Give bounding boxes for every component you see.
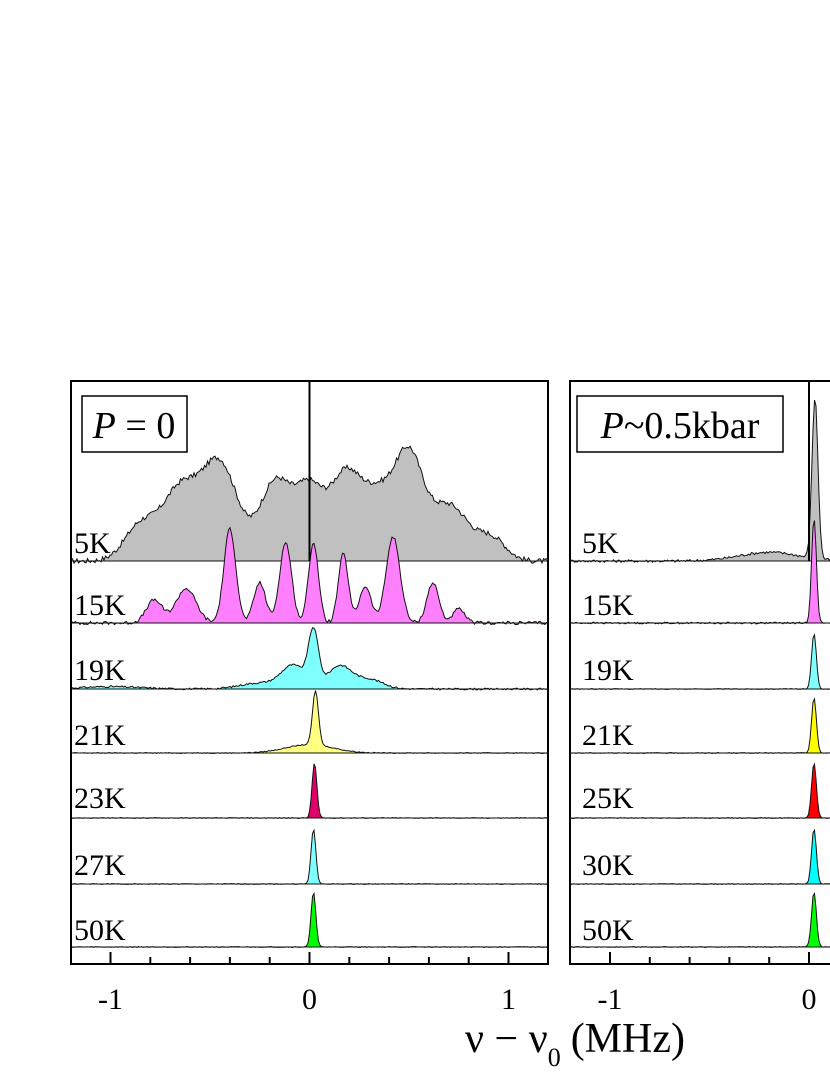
temperature-label: 19K [74,654,126,687]
spectrum-fill-15K [71,527,548,625]
panel-label-box-p0: P = 0 [81,395,188,453]
panel-label-p05kbar: P~0.5kbar [600,405,760,447]
temperature-label: 5K [582,527,619,560]
spectrum-fill-27K [71,830,548,885]
temperature-label: 15K [582,589,634,622]
x-tick-label: 0 [302,983,317,1016]
x-tick-label: 0 [802,983,817,1016]
temperature-label: 15K [74,589,126,622]
x-axis-ticks-p0: -1 0 1 [98,952,516,1016]
temperature-label: 50K [74,914,126,947]
plot-frame-p05kbar [569,380,830,965]
spectrum-line-23K [71,763,548,819]
temperature-label: 27K [74,849,126,882]
spectrum-fill-50K [71,893,548,948]
temperature-label: 30K [582,849,634,882]
x-tick-label: -1 [98,983,123,1016]
temperature-label: 21K [74,719,126,752]
temperature-label: 50K [582,914,634,947]
temperature-label: 25K [582,782,634,815]
x-tick-label: 1 [501,983,516,1016]
temperature-label: 23K [74,782,126,815]
panel-p05kbar: 5K 15K 19K 21K 25K 30K 50K P~0.5kbar -1 0 [569,380,830,1016]
temperature-labels-p0: 5K 15K 19K 21K 23K 27K 50K [74,527,126,947]
temperature-labels-p05kbar: 5K 15K 19K 21K 25K 30K 50K [582,527,634,947]
x-tick-label: -1 [598,983,623,1016]
x-axis-label: ν − ν0 (MHz) [465,1016,685,1072]
temperature-label: 21K [582,719,634,752]
spectrum-fill-19K [71,627,548,690]
spectra-traces-p0 [71,445,548,948]
panel-label-box-p05kbar: P~0.5kbar [576,395,784,453]
panel-p0: 5K 15K 19K 21K 23K 27K 50K P = 0 -1 0 1 [70,380,549,1016]
spectrum-fill-21K [71,690,548,754]
temperature-label: 19K [582,654,634,687]
panel-label-p0: P = 0 [92,405,176,447]
spectrum-line-15K [71,526,548,626]
spectra-traces-p05kbar [570,399,830,948]
x-axis-ticks-p05kbar: -1 0 [598,952,817,1016]
temperature-label: 5K [74,527,111,560]
